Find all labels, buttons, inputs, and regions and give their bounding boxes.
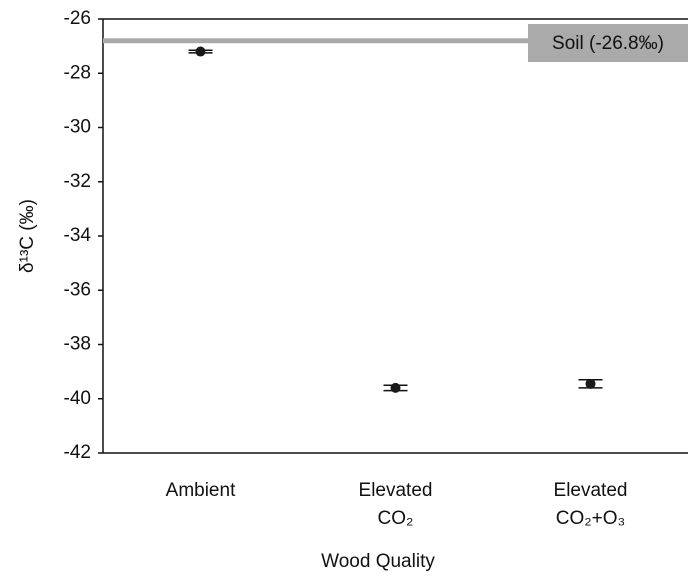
x-tick-label-line: CO₂ — [378, 508, 414, 529]
y-tick-label: -28 — [64, 62, 91, 83]
y-tick-label: -26 — [64, 8, 91, 29]
x-tick-label: Elevated CO₂ — [359, 480, 433, 529]
y-tick-label: -36 — [64, 279, 91, 300]
y-axis-title: δ¹³C (‰) — [17, 199, 38, 273]
x-tick-label-line: Elevated — [554, 480, 628, 501]
reference-label-box — [528, 24, 688, 62]
x-axis-title: Wood Quality — [321, 551, 435, 572]
x-tick-label: Elevated CO₂+O₃ — [554, 480, 628, 529]
point — [390, 382, 401, 393]
y-tick-label: -38 — [64, 334, 91, 355]
reference-label: Soil (-26.8‰) — [552, 33, 664, 54]
x-tick-label-line: Elevated — [359, 480, 433, 501]
point — [195, 46, 206, 57]
y-tick-label: -40 — [64, 388, 91, 409]
point — [585, 378, 596, 389]
x-tick-label-line: CO₂+O₃ — [556, 508, 626, 529]
y-tick-label: -32 — [64, 171, 91, 192]
y-tick-label: -30 — [64, 117, 91, 138]
y-tick-label: -42 — [64, 442, 91, 463]
x-tick-label: Ambient — [166, 480, 236, 501]
y-tick-label: -34 — [64, 225, 92, 246]
